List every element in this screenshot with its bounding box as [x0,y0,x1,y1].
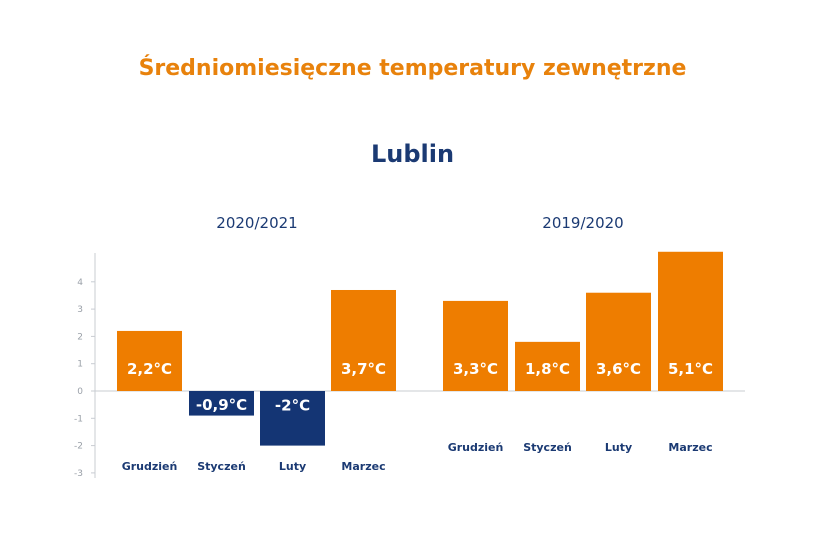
y-tick-label: 2 [77,332,83,342]
bar [658,251,723,391]
y-tick-label: -3 [74,469,83,479]
bar [331,289,396,391]
x-tick-label: Marzec [668,441,712,454]
bar [586,292,651,391]
y-tick-label: -1 [74,414,83,424]
x-tick-label: Grudzień [448,441,504,454]
data-label: 3,7°C [341,360,386,378]
bar [260,391,325,446]
bar [443,300,508,391]
x-tick-label: Styczeń [197,460,246,473]
y-tick-label: 3 [77,305,83,315]
data-label: 2,2°C [127,360,172,378]
bar [189,391,254,416]
data-label: -0,9°C [196,396,247,414]
x-tick-label: Grudzień [122,460,178,473]
data-label: -2°C [275,397,310,415]
y-tick-label: 0 [77,387,83,397]
y-tick-label: 1 [77,360,83,370]
chart-subtitle: Lublin [370,140,455,168]
x-tick-label: Luty [279,460,306,473]
data-label: 1,8°C [525,360,570,378]
chart-title: Średniomiesięczne temperatury zewnętrzne [138,56,687,81]
data-label: 5,1°C [668,360,713,378]
x-tick-label: Marzec [341,460,385,473]
data-label: 3,3°C [453,360,498,378]
group-label: 2020/2021 [216,214,297,232]
bar [515,341,580,391]
bar [117,330,182,391]
data-label: 3,6°C [596,360,641,378]
x-tick-label: Styczeń [523,441,572,454]
x-tick-label: Luty [605,441,632,454]
y-tick-label: -2 [74,442,83,452]
y-tick-label: 4 [77,278,83,288]
group-label: 2019/2020 [542,214,623,232]
